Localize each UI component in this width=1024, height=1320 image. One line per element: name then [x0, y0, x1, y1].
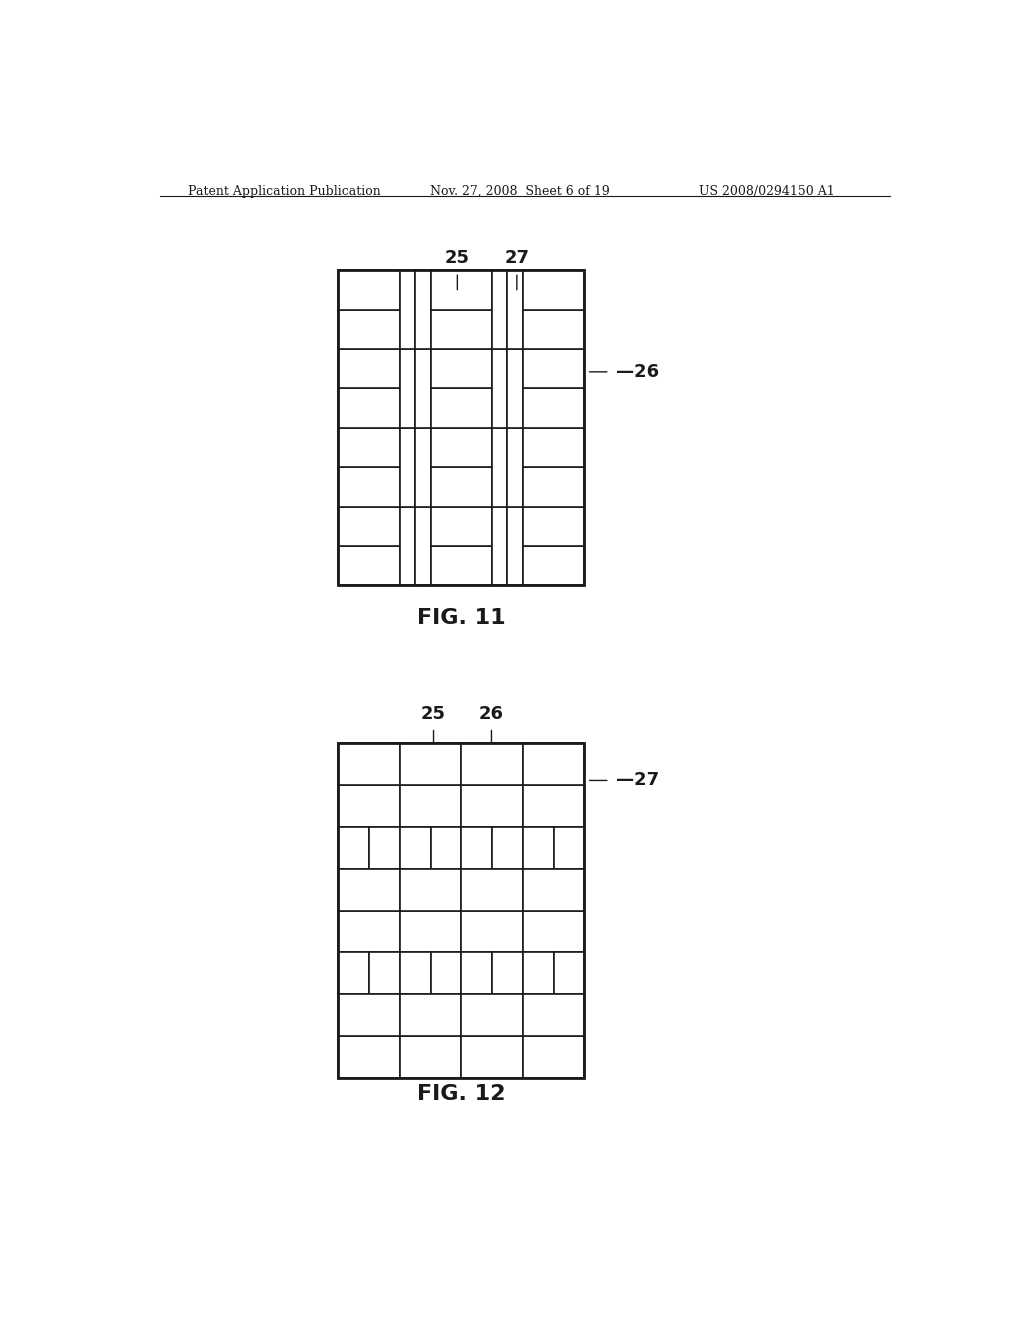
Bar: [508, 428, 523, 507]
Bar: [508, 348, 523, 428]
Bar: [554, 953, 585, 994]
Bar: [462, 994, 523, 1036]
Bar: [369, 826, 399, 869]
Bar: [430, 388, 493, 428]
Bar: [338, 911, 399, 953]
Bar: [523, 467, 585, 507]
Bar: [462, 826, 493, 869]
Bar: [430, 953, 462, 994]
Text: Patent Application Publication: Patent Application Publication: [187, 185, 380, 198]
Bar: [554, 826, 585, 869]
Bar: [399, 911, 462, 953]
Text: 25: 25: [444, 249, 470, 267]
Text: 26: 26: [479, 705, 504, 722]
Bar: [523, 743, 585, 785]
Bar: [462, 743, 523, 785]
Bar: [338, 1036, 399, 1078]
Bar: [493, 428, 508, 507]
Bar: [523, 953, 554, 994]
Text: 25: 25: [421, 705, 446, 722]
Bar: [462, 911, 523, 953]
Bar: [338, 271, 585, 585]
Bar: [399, 271, 415, 348]
Bar: [338, 428, 399, 467]
Text: —26: —26: [616, 363, 659, 381]
Bar: [508, 271, 523, 348]
Bar: [462, 1036, 523, 1078]
Bar: [415, 348, 430, 428]
Bar: [338, 994, 399, 1036]
Bar: [493, 507, 508, 585]
Bar: [523, 994, 585, 1036]
Bar: [493, 953, 523, 994]
Bar: [430, 310, 493, 348]
Bar: [523, 546, 585, 585]
Bar: [399, 785, 462, 826]
Bar: [523, 1036, 585, 1078]
Bar: [523, 869, 585, 911]
Bar: [430, 271, 493, 310]
Bar: [399, 826, 430, 869]
Bar: [338, 785, 399, 826]
Bar: [399, 953, 430, 994]
Bar: [493, 271, 508, 348]
Text: FIG. 12: FIG. 12: [417, 1084, 506, 1104]
Bar: [523, 348, 585, 388]
Bar: [338, 271, 399, 310]
Bar: [338, 467, 399, 507]
Bar: [462, 869, 523, 911]
Bar: [338, 953, 369, 994]
Bar: [338, 546, 399, 585]
Bar: [493, 348, 508, 428]
Bar: [369, 953, 399, 994]
Bar: [462, 953, 493, 994]
Bar: [338, 388, 399, 428]
Bar: [523, 507, 585, 546]
Bar: [430, 507, 493, 546]
Bar: [430, 546, 493, 585]
Bar: [338, 869, 399, 911]
Bar: [399, 994, 462, 1036]
Bar: [415, 428, 430, 507]
Text: US 2008/0294150 A1: US 2008/0294150 A1: [699, 185, 836, 198]
Bar: [399, 869, 462, 911]
Bar: [399, 428, 415, 507]
Bar: [399, 1036, 462, 1078]
Bar: [399, 743, 462, 785]
Bar: [338, 310, 399, 348]
Bar: [462, 785, 523, 826]
Bar: [338, 348, 399, 388]
Bar: [523, 428, 585, 467]
Bar: [508, 507, 523, 585]
Bar: [523, 785, 585, 826]
Bar: [523, 310, 585, 348]
Bar: [338, 743, 585, 1078]
Bar: [523, 911, 585, 953]
Text: Nov. 27, 2008  Sheet 6 of 19: Nov. 27, 2008 Sheet 6 of 19: [430, 185, 609, 198]
Bar: [415, 507, 430, 585]
Bar: [399, 507, 415, 585]
Bar: [415, 271, 430, 348]
Bar: [338, 743, 399, 785]
Text: 27: 27: [505, 249, 529, 267]
Bar: [523, 271, 585, 310]
Bar: [523, 826, 554, 869]
Bar: [430, 826, 462, 869]
Bar: [430, 467, 493, 507]
Bar: [338, 507, 399, 546]
Bar: [430, 348, 493, 388]
Bar: [523, 388, 585, 428]
Bar: [399, 348, 415, 428]
Text: FIG. 11: FIG. 11: [417, 607, 506, 627]
Bar: [430, 428, 493, 467]
Text: —27: —27: [616, 771, 659, 789]
Bar: [338, 826, 369, 869]
Bar: [493, 826, 523, 869]
